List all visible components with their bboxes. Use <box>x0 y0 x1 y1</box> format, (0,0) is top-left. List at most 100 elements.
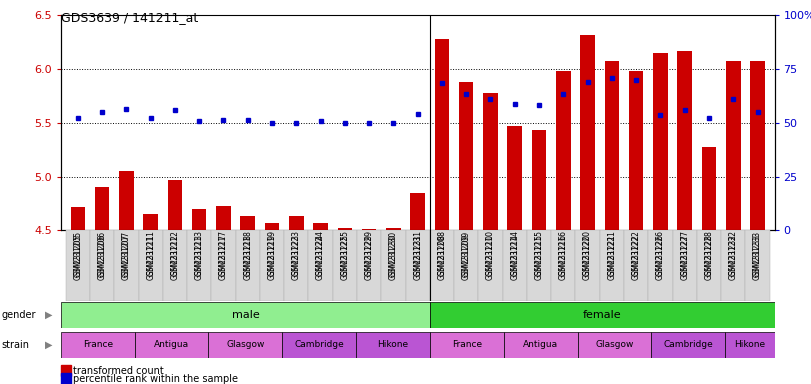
Text: Antigua: Antigua <box>154 340 189 349</box>
Bar <box>745 230 770 301</box>
Text: GSM231226: GSM231226 <box>656 234 665 280</box>
Bar <box>556 71 571 230</box>
Text: Glasgow: Glasgow <box>595 340 633 349</box>
Bar <box>648 230 672 301</box>
Bar <box>721 230 745 301</box>
Bar <box>478 230 503 301</box>
Bar <box>454 230 478 301</box>
Text: ▶: ▶ <box>45 310 52 320</box>
Text: Cambridge: Cambridge <box>294 340 344 349</box>
Bar <box>504 332 577 358</box>
Text: GSM231206: GSM231206 <box>97 234 106 280</box>
Text: GSM231218: GSM231218 <box>243 230 252 276</box>
Text: GSM231225: GSM231225 <box>341 234 350 280</box>
Bar <box>381 230 406 301</box>
Bar <box>629 71 643 230</box>
Bar <box>430 230 454 301</box>
Text: GSM231225: GSM231225 <box>341 230 350 276</box>
Text: GSM231229: GSM231229 <box>365 230 374 276</box>
Bar <box>726 61 740 230</box>
Bar <box>284 230 308 301</box>
Text: GSM231208: GSM231208 <box>437 234 446 280</box>
Text: GSM231210: GSM231210 <box>486 230 495 276</box>
Text: GSM231226: GSM231226 <box>656 230 665 276</box>
Text: Glasgow: Glasgow <box>226 340 264 349</box>
Text: GSM231205: GSM231205 <box>73 230 83 276</box>
Bar <box>430 302 775 328</box>
Bar <box>192 209 207 230</box>
Text: GSM231211: GSM231211 <box>146 230 155 276</box>
Text: GSM231231: GSM231231 <box>413 230 423 276</box>
Bar <box>702 147 716 230</box>
Text: Hikone: Hikone <box>377 340 409 349</box>
Bar <box>71 207 85 230</box>
Text: GSM231227: GSM231227 <box>680 234 689 280</box>
Bar <box>503 230 527 301</box>
Bar <box>435 39 449 230</box>
Text: GSM231229: GSM231229 <box>365 234 374 280</box>
Bar <box>508 126 522 230</box>
Bar <box>604 61 619 230</box>
Bar <box>483 93 498 230</box>
Bar <box>750 61 765 230</box>
Bar <box>240 217 255 230</box>
Text: GSM231214: GSM231214 <box>510 230 519 276</box>
Bar <box>187 230 212 301</box>
Text: GSM231216: GSM231216 <box>559 230 568 276</box>
Bar <box>430 332 504 358</box>
Bar <box>576 230 599 301</box>
Text: Cambridge: Cambridge <box>663 340 713 349</box>
Text: GSM231224: GSM231224 <box>316 230 325 276</box>
Bar <box>527 230 551 301</box>
Text: GSM231215: GSM231215 <box>534 234 543 280</box>
Bar <box>236 230 260 301</box>
Text: GSM231233: GSM231233 <box>753 230 762 276</box>
Text: GSM231209: GSM231209 <box>461 230 470 276</box>
Bar <box>406 230 430 301</box>
Bar <box>264 223 279 230</box>
Bar <box>139 230 163 301</box>
Bar <box>410 193 425 230</box>
Text: transformed count: transformed count <box>73 366 164 376</box>
Text: GSM231232: GSM231232 <box>729 234 738 280</box>
Bar <box>114 230 139 301</box>
Text: France: France <box>83 340 113 349</box>
Text: GSM231219: GSM231219 <box>268 234 277 280</box>
Bar <box>532 131 547 230</box>
Text: GSM231208: GSM231208 <box>437 230 446 276</box>
Text: GSM231231: GSM231231 <box>413 234 423 280</box>
Bar <box>144 214 158 230</box>
Bar <box>459 82 474 230</box>
Text: GSM231215: GSM231215 <box>534 230 543 276</box>
Bar <box>208 332 282 358</box>
Bar <box>651 332 725 358</box>
Text: strain: strain <box>2 340 30 350</box>
Text: GSM231221: GSM231221 <box>607 234 616 280</box>
Text: France: France <box>452 340 482 349</box>
Text: GSM231206: GSM231206 <box>97 230 106 276</box>
Text: GSM231222: GSM231222 <box>632 230 641 276</box>
Bar <box>308 230 333 301</box>
Bar <box>90 230 114 301</box>
Bar <box>61 332 135 358</box>
Text: GSM231233: GSM231233 <box>753 234 762 280</box>
Text: GSM231224: GSM231224 <box>316 234 325 280</box>
Bar <box>217 206 231 230</box>
Text: GSM231222: GSM231222 <box>632 234 641 280</box>
Bar <box>313 223 328 230</box>
Text: Antigua: Antigua <box>523 340 558 349</box>
Text: GSM231209: GSM231209 <box>461 234 470 280</box>
Bar <box>66 230 90 301</box>
Bar <box>725 332 775 358</box>
Text: GSM231223: GSM231223 <box>292 230 301 276</box>
Bar <box>357 230 381 301</box>
Bar <box>581 35 595 230</box>
Text: GSM231232: GSM231232 <box>729 230 738 276</box>
Text: GSM231230: GSM231230 <box>389 234 398 280</box>
Text: GSM231210: GSM231210 <box>486 234 495 280</box>
Bar <box>135 332 208 358</box>
Bar <box>212 230 236 301</box>
Text: GSM231217: GSM231217 <box>219 234 228 280</box>
Text: GSM231213: GSM231213 <box>195 230 204 276</box>
Text: GSM231220: GSM231220 <box>583 230 592 276</box>
